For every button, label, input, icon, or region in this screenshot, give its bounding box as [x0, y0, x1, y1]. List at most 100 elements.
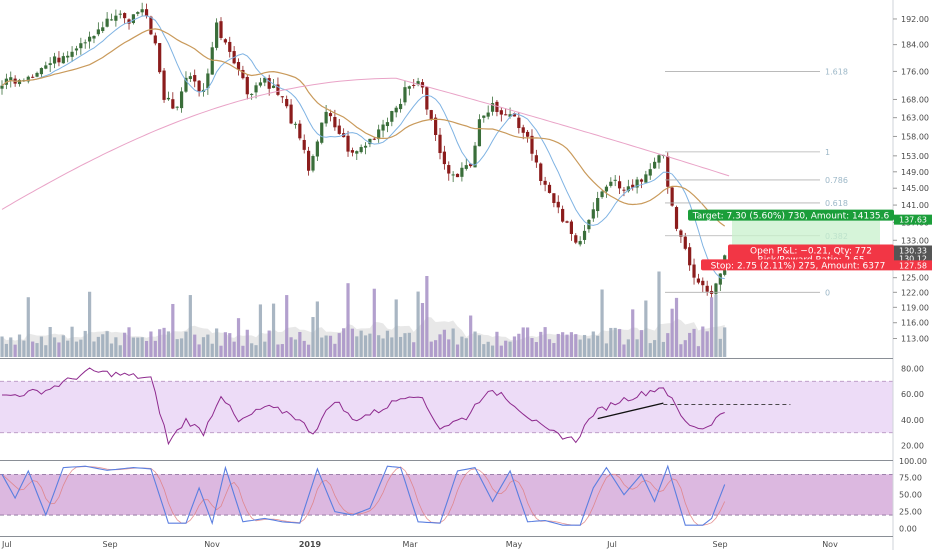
candle[interactable] [144, 9, 149, 16]
candle[interactable] [477, 119, 482, 147]
candle[interactable] [223, 39, 227, 43]
candle[interactable] [39, 68, 44, 75]
candle[interactable] [337, 125, 341, 134]
candle[interactable] [241, 69, 245, 79]
candle[interactable] [79, 43, 83, 49]
candle[interactable] [215, 22, 219, 48]
candle[interactable] [561, 208, 565, 222]
candle[interactable] [346, 135, 350, 152]
candle[interactable] [307, 150, 311, 171]
candle[interactable] [617, 181, 622, 189]
candle[interactable] [109, 19, 114, 21]
candle[interactable] [381, 124, 385, 131]
candle[interactable] [521, 127, 525, 133]
candle[interactable] [114, 15, 118, 21]
stop-box[interactable] [701, 259, 895, 271]
candle[interactable] [604, 186, 609, 192]
candle[interactable] [701, 280, 705, 286]
candle[interactable] [679, 230, 683, 237]
candle[interactable] [368, 138, 372, 145]
candle[interactable] [123, 13, 127, 19]
candle[interactable] [674, 207, 679, 229]
candle[interactable] [504, 114, 508, 116]
candle[interactable] [197, 80, 201, 92]
candle[interactable] [57, 57, 61, 63]
candle[interactable] [582, 230, 587, 240]
candle[interactable] [298, 123, 302, 139]
candle[interactable] [469, 163, 473, 167]
stochastic-panel[interactable] [0, 464, 893, 526]
candle[interactable] [473, 145, 477, 168]
candle[interactable] [539, 163, 543, 181]
candle[interactable] [398, 103, 403, 110]
candle[interactable] [83, 42, 87, 44]
candle[interactable] [635, 179, 639, 188]
candle[interactable] [499, 110, 503, 115]
candle[interactable] [490, 103, 495, 112]
candle[interactable] [92, 35, 96, 39]
candle[interactable] [372, 138, 376, 140]
candle[interactable] [600, 191, 604, 198]
candle[interactable] [512, 113, 517, 117]
candle[interactable] [175, 106, 179, 108]
candle[interactable] [438, 134, 442, 154]
candle[interactable] [153, 35, 157, 44]
candle[interactable] [17, 79, 22, 85]
candle[interactable] [96, 29, 100, 35]
candle[interactable] [101, 27, 105, 32]
candle[interactable] [552, 193, 556, 203]
candle[interactable] [486, 112, 490, 117]
candle[interactable] [206, 73, 210, 89]
candle[interactable] [105, 18, 109, 27]
candle[interactable] [131, 14, 135, 24]
candle[interactable] [219, 21, 223, 38]
candle[interactable] [648, 169, 652, 176]
candle[interactable] [9, 77, 13, 81]
candle[interactable] [447, 165, 451, 174]
candle[interactable] [666, 156, 670, 187]
candle[interactable] [631, 184, 635, 188]
candle[interactable] [416, 81, 420, 85]
candle[interactable] [88, 36, 92, 42]
candle[interactable] [464, 165, 468, 169]
candle[interactable] [355, 151, 359, 154]
candle[interactable] [250, 93, 254, 95]
candle[interactable] [61, 56, 65, 64]
candle[interactable] [556, 201, 560, 208]
candle[interactable] [236, 62, 241, 70]
candle[interactable] [442, 151, 446, 165]
candle[interactable] [508, 114, 512, 117]
candle[interactable] [639, 179, 644, 182]
candle[interactable] [688, 247, 692, 266]
candle[interactable] [653, 161, 657, 169]
candle[interactable] [622, 189, 626, 191]
candle[interactable] [31, 76, 35, 78]
candle[interactable] [302, 139, 306, 150]
candle[interactable] [534, 155, 538, 163]
candle[interactable] [696, 278, 701, 283]
candle[interactable] [705, 285, 709, 292]
candle[interactable] [74, 48, 79, 51]
candle[interactable] [26, 76, 30, 82]
candle[interactable] [517, 117, 521, 129]
candle[interactable] [149, 16, 153, 35]
candle[interactable] [455, 173, 460, 178]
candle[interactable] [66, 55, 70, 58]
candle[interactable] [596, 198, 600, 212]
candle[interactable] [434, 117, 438, 136]
candle[interactable] [420, 82, 425, 88]
candle[interactable] [714, 283, 718, 294]
candle[interactable] [385, 122, 390, 127]
candle[interactable] [683, 236, 687, 249]
candle[interactable] [613, 179, 617, 181]
candle[interactable] [44, 65, 48, 69]
time-axis[interactable]: Jul Sep Nov 2019 Mar May Jul Sep Nov [1, 540, 838, 549]
candle[interactable] [363, 145, 368, 148]
candle[interactable] [526, 131, 530, 137]
candle[interactable] [350, 150, 354, 153]
candle[interactable] [210, 47, 214, 75]
candle[interactable] [626, 186, 630, 192]
candle[interactable] [609, 181, 613, 186]
rsi-trendline[interactable] [597, 402, 664, 420]
